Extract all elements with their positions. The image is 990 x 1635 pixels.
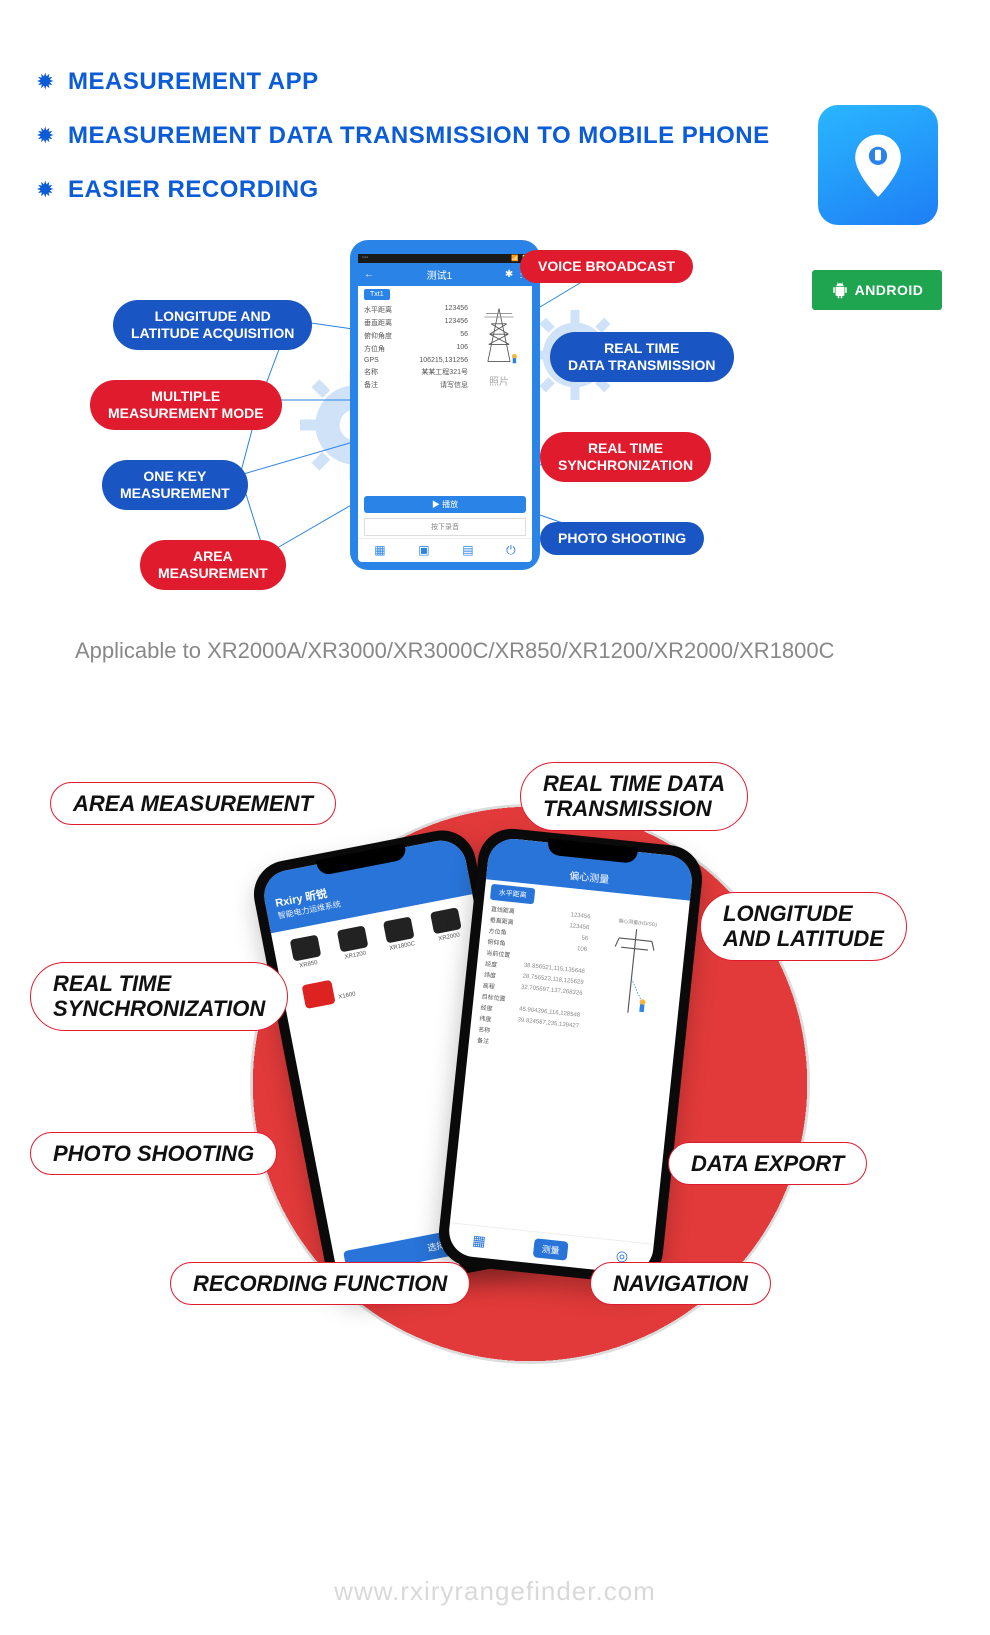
phone-nav: ▦ ▣ ▤ ⏻ [358, 538, 532, 562]
pole-icon [604, 924, 661, 1019]
device-item: XR1200 [330, 924, 377, 962]
device-box [336, 925, 368, 952]
bullet-text: EASIER RECORDING [68, 176, 319, 204]
device-box [290, 935, 322, 962]
bullet-text: MEASUREMENT DATA TRANSMISSION TO MOBILE … [68, 122, 770, 150]
feature-pill: REAL TIME DATA TRANSMISSION [550, 332, 734, 382]
bullet-row: ✹ MEASUREMENT APP [36, 68, 954, 96]
bullet-text: MEASUREMENT APP [68, 68, 319, 96]
phone-header: ← 测试1 ✱ ⋮ [358, 263, 532, 286]
data-row: 备注请写信息 [364, 380, 468, 390]
bullet-row: ✹ EASIER RECORDING [36, 176, 954, 204]
callout-pill: REAL TIME DATA TRANSMISSION [520, 762, 748, 831]
feature-pill: MULTIPLE MEASUREMENT MODE [90, 380, 282, 430]
burst-icon: ✹ [36, 127, 54, 145]
phone-right-screen: 偏心测量 水平距离 直线距离123456垂直距离123456方位角56俯仰角10… [447, 836, 695, 1275]
callout-pill: NAVIGATION [590, 1262, 771, 1305]
nav-icon: ▣ [418, 543, 429, 558]
phone-body: 水平距离123456 垂直距离123456 俯仰角度56 方位角106 GPS10621… [358, 301, 532, 494]
feature-pill: LONGITUDE AND LATITUDE ACQUISITION [113, 300, 312, 350]
bullet-row: ✹ MEASUREMENT DATA TRANSMISSION TO MOBIL… [36, 122, 954, 150]
android-badge: ANDROID [812, 270, 942, 310]
data-row: 垂直距离123456 [364, 318, 468, 328]
android-label: ANDROID [855, 282, 924, 298]
feature-pill: PHOTO SHOOTING [540, 522, 704, 555]
measure-button: 测量 [533, 1238, 569, 1260]
feature-pill: ONE KEY MEASUREMENT [102, 460, 248, 510]
callout-pill: AREA MEASUREMENT [50, 782, 336, 825]
data-row: GPS106215,131256 [364, 357, 468, 364]
android-icon [831, 281, 849, 299]
lower-section: Rxiry 昕锐 智能电力运维系统 XR850XR1200XR1800CXR20… [20, 752, 970, 1635]
device-item: XR850 [283, 933, 330, 971]
feature-pill: AREA MEASUREMENT [140, 540, 286, 590]
callout-pill: LONGITUDE AND LATITUDE [700, 892, 907, 961]
nav-icon: ▤ [462, 543, 473, 558]
map-pin-icon [840, 127, 916, 203]
feature-pill: REAL TIME SYNCHRONIZATION [540, 432, 711, 482]
app-icon [818, 105, 938, 225]
device-box [383, 916, 415, 943]
device-extra-label: X1600 [338, 991, 356, 1000]
applicable-text: Applicable to XR2000A/XR3000/XR3000C/XR8… [75, 638, 835, 664]
phone-right: 偏心测量 水平距离 直线距离123456垂直距离123456方位角56俯仰角10… [436, 825, 706, 1286]
record-button: 按下录音 [364, 518, 526, 536]
callout-pill: DATA EXPORT [668, 1142, 867, 1185]
phone-title: 测试1 [427, 267, 453, 282]
feature-pill: VOICE BROADCAST [520, 250, 693, 283]
feature-diagram: ◦◦◦📶 🔋 ← 测试1 ✱ ⋮ Txt1 水平距离123456 垂直距离1234… [90, 240, 770, 610]
phone-mockup: ◦◦◦📶 🔋 ← 测试1 ✱ ⋮ Txt1 水平距离123456 垂直距离1234… [350, 240, 540, 570]
play-button: ▶ 播放 [364, 496, 526, 513]
device-item: XR2000 [423, 906, 470, 944]
data-row: 俯仰角度56 [364, 331, 468, 341]
device-item: XR1800C [377, 915, 424, 953]
callout-pill: RECORDING FUNCTION [170, 1262, 470, 1305]
nav-icon: ▦ [471, 1232, 486, 1252]
bullet-list: ✹ MEASUREMENT APP ✹ MEASUREMENT DATA TRA… [36, 68, 954, 230]
tab-label: Txt1 [364, 289, 390, 300]
tower-icon [476, 305, 522, 365]
phone-right-body: 直线距离123456垂直距离123456方位角56俯仰角106当前位置经度38.… [450, 899, 688, 1244]
burst-icon: ✹ [36, 73, 54, 91]
back-icon: ← [364, 269, 374, 280]
data-row: 方位角106 [364, 344, 468, 354]
phone-screen: ◦◦◦📶 🔋 ← 测试1 ✱ ⋮ Txt1 水平距离123456 垂直距离1234… [358, 254, 532, 562]
photo-label: 照片 [489, 373, 509, 388]
data-row: 名称某某工程321号 [364, 367, 468, 377]
watermark-text: www.rxiryrangefinder.com [0, 1576, 990, 1607]
burst-icon: ✹ [36, 181, 54, 199]
data-row: 水平距离123456 [364, 305, 468, 315]
device-box-red [302, 980, 336, 1009]
data-list: 水平距离123456 垂直距离123456 俯仰角度56 方位角106 GPS10621… [364, 305, 468, 490]
tab-row: Txt1 [358, 286, 532, 301]
nav-icon: ⏻ [506, 543, 516, 558]
phone-right-col: 照片 [472, 305, 526, 490]
callout-pill: REAL TIME SYNCHRONIZATION [30, 962, 288, 1031]
status-bar: ◦◦◦📶 🔋 [358, 254, 532, 263]
device-box [430, 907, 462, 934]
callout-pill: PHOTO SHOOTING [30, 1132, 277, 1175]
nav-icon: ▦ [374, 543, 385, 558]
